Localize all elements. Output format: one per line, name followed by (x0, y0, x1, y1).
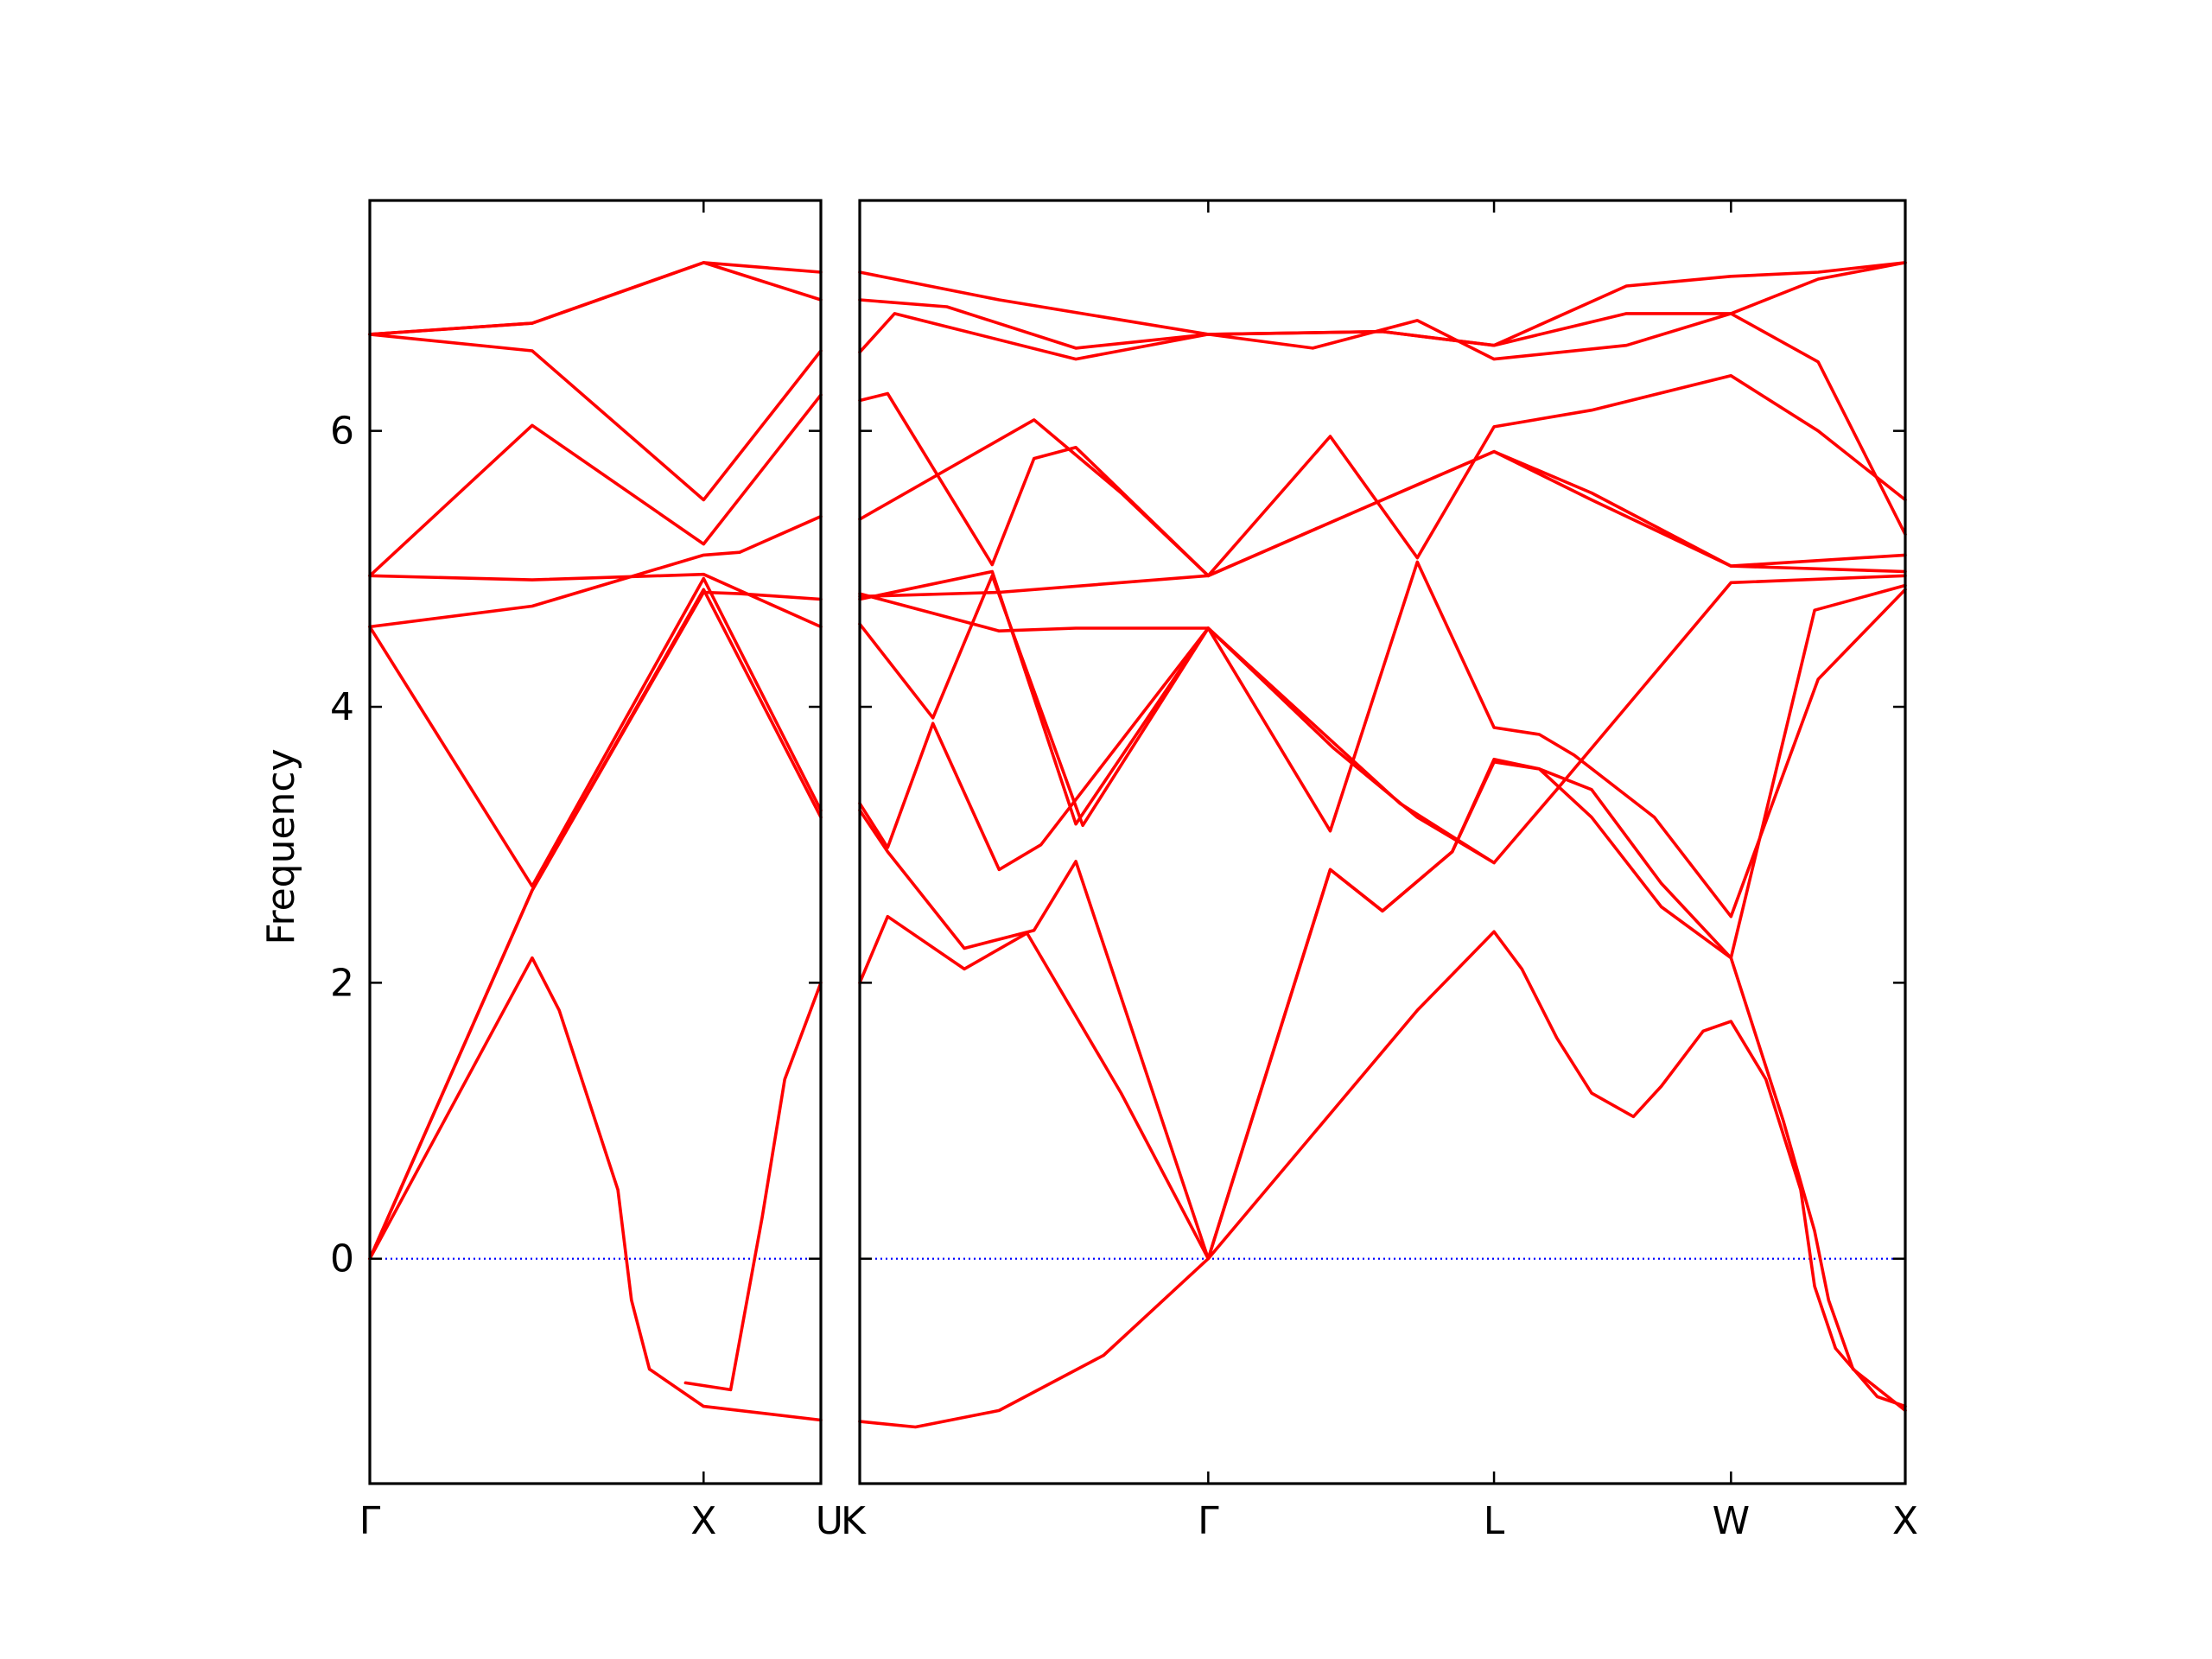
band-right-10 (858, 391, 1907, 578)
x-tick-label-right-4: X (1892, 1499, 1918, 1543)
band-left-6 (368, 572, 823, 629)
band-left-4 (368, 576, 823, 888)
x-tick-label-left-1: X (690, 1499, 716, 1543)
band-right-7 (858, 592, 1211, 632)
band-right-13 (858, 261, 1907, 347)
x-tick-label-left-2: U (816, 1499, 843, 1543)
x-tick-label-right-3: W (1713, 1499, 1751, 1543)
band-right-3 (858, 583, 1907, 1261)
x-tick-label-left-0: Γ (359, 1499, 381, 1543)
band-right-5 (858, 560, 1907, 918)
band-right-1 (858, 930, 1907, 1429)
y-tick-label-3: 6 (330, 410, 354, 454)
band-left-9 (368, 261, 823, 336)
y-tick-label-0: 0 (330, 1237, 354, 1281)
band-left-2 (368, 590, 823, 1261)
panel-left: Γ X U 0 2 4 6 (330, 199, 843, 1543)
band-right-8 (858, 449, 1907, 599)
band-left-1 (368, 956, 823, 1422)
band-left-5 (368, 514, 823, 629)
band-left-3 (368, 588, 823, 1261)
band-right-6 (858, 569, 1496, 865)
panel-frame-right (858, 199, 1907, 1485)
band-right-11 (858, 312, 1907, 537)
x-tick-label-right-2: L (1484, 1499, 1505, 1543)
panel-frame-left (368, 199, 823, 1485)
y-tick-label-1: 2 (330, 961, 354, 1005)
band-right-4 (858, 574, 1907, 872)
band-left-10 (368, 261, 823, 336)
band-left-11 (683, 981, 823, 1392)
x-tick-label-right-1: Γ (1198, 1499, 1219, 1543)
y-axis-label: Frequency (259, 748, 303, 944)
x-tick-label-right-0: K (841, 1499, 867, 1543)
y-tick-label-2: 4 (330, 685, 354, 729)
band-right-2 (858, 757, 1907, 1413)
band-right-9 (858, 374, 1907, 578)
band-left-8 (368, 333, 823, 502)
band-left-7 (368, 393, 823, 578)
